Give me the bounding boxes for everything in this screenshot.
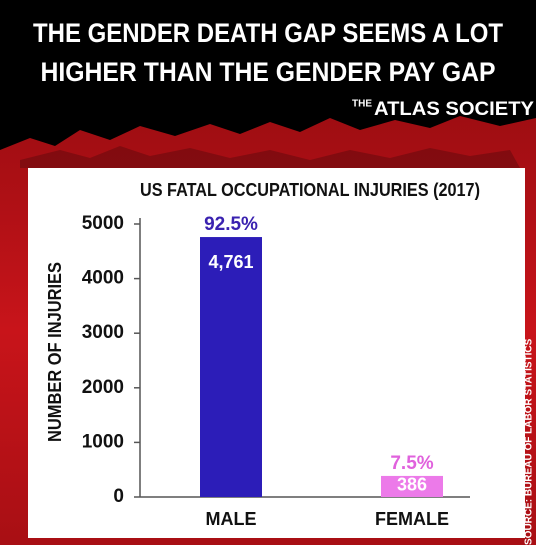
y-tick-label: 0 [113,486,124,507]
brand: ATLAS SOCIETY [374,99,534,120]
chart-title: US FATAL OCCUPATIONAL INJURIES (2017) [140,180,480,200]
x-tick-label: FEMALE [375,509,449,529]
share-label: 7.5% [390,453,433,474]
x-tick-label: MALE [206,509,257,529]
bar [200,237,262,498]
brand-prefix: THE [352,99,372,110]
bar [381,475,443,497]
y-tick-label: 1000 [82,431,124,452]
value-label: 386 [397,475,427,495]
y-tick-label: 2000 [82,377,124,398]
y-tick-label: 4000 [82,268,124,289]
source-note: SOURCE: BUREAU OF LABOR STATISTICS [524,338,535,545]
grunge [20,146,520,168]
headline: THE GENDER DEATH GAP SEEMS A LOT [33,18,503,48]
y-tick-label: 5000 [82,213,124,234]
y-axis-label: NUMBER OF INJURIES [45,262,65,442]
y-tick-label: 3000 [82,322,124,343]
value-label: 4,761 [208,252,253,272]
headline: HIGHER THAN THE GENDER PAY GAP [41,57,496,87]
share-label: 92.5% [204,214,258,235]
